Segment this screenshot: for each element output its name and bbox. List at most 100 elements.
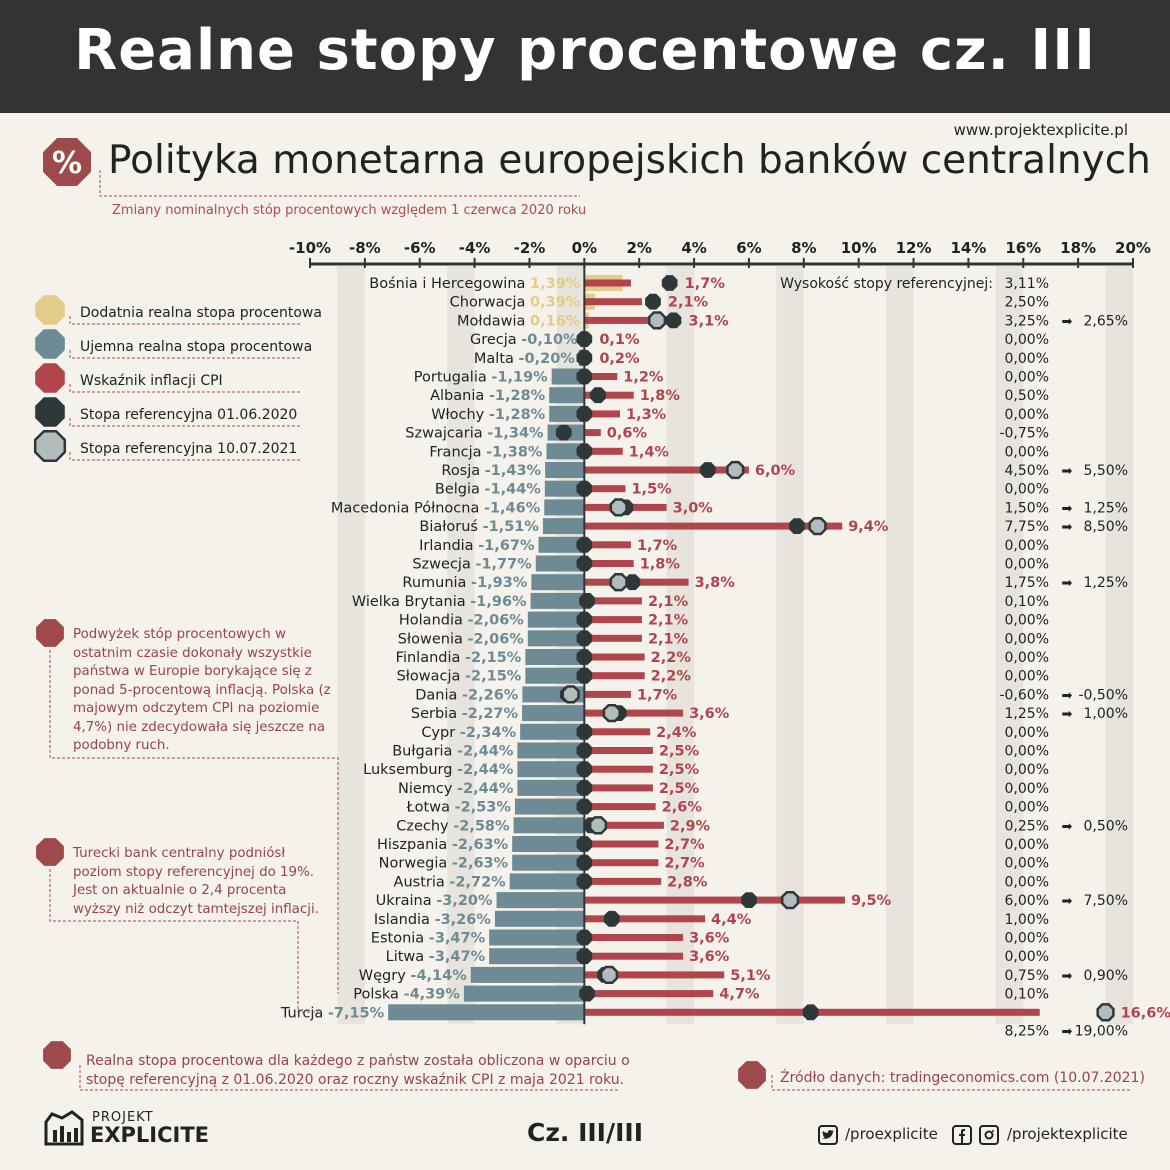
cpi-label: 4,4% — [711, 912, 752, 928]
cpi-label: 1,8% — [640, 388, 681, 404]
ref-rate-value: 0,00% — [1005, 725, 1049, 741]
logo-text-main: EXPLICITE — [90, 1123, 210, 1147]
real-rate-label: -2,72% — [449, 874, 506, 890]
row-label: Islandia -3,26% — [374, 912, 491, 928]
cpi-bar — [584, 840, 659, 848]
logo-text-top: PROJEKT — [92, 1110, 154, 1125]
row-label: Szwajcaria -1,34% — [405, 426, 544, 442]
real-rate-label: -2,15% — [465, 669, 522, 685]
real-rate-bar — [522, 705, 585, 722]
country-label: Polska — [353, 987, 403, 1003]
arrow-icon: ➡ — [1062, 1024, 1073, 1039]
cpi-label: 6,0% — [755, 463, 796, 479]
social-handle[interactable]: /projektexplicite — [1007, 1125, 1128, 1143]
ref-rate-value: 0,00% — [1005, 800, 1049, 816]
cpi-bar — [584, 896, 845, 904]
real-rate-bar — [517, 742, 585, 759]
ref-rate-value: 0,00% — [1005, 781, 1049, 797]
cpi-bar — [584, 634, 642, 642]
ref-rate-value: -0,60% — [999, 687, 1049, 703]
cpi-label: 3,6% — [689, 931, 730, 947]
cpi-bar — [584, 447, 623, 455]
row-label: Estonia -3,47% — [371, 931, 486, 947]
cpi-bar — [584, 541, 631, 549]
real-rate-bar — [517, 761, 585, 778]
arrow-icon: ➡ — [1062, 520, 1073, 535]
real-rate-label: 0,39% — [530, 295, 581, 311]
real-rate-bar — [463, 985, 585, 1002]
legend-underline — [69, 350, 300, 359]
facebook-icon[interactable] — [952, 1125, 972, 1145]
country-label: Portugalia — [414, 370, 492, 386]
real-rate-bar — [527, 611, 585, 628]
real-rate-bar — [535, 555, 585, 572]
ref-rate-new-value: 1,25% — [1084, 500, 1128, 516]
cpi-bar — [584, 560, 634, 567]
country-label: Szwecja — [412, 557, 475, 573]
cpi-bar — [584, 522, 843, 530]
cpi-bar — [584, 373, 618, 380]
real-rate-label: -1,77% — [475, 557, 532, 573]
cpi-label: 5,1% — [730, 968, 771, 984]
row-label: Szwecja -1,77% — [412, 557, 532, 573]
ref-rate-new-value: 2,65% — [1084, 313, 1128, 329]
cpi-label: 2,7% — [664, 856, 705, 872]
cpi-label: 1,5% — [631, 482, 672, 498]
row-label: Niemcy -2,44% — [398, 781, 514, 797]
cpi-bar — [584, 877, 662, 885]
row-label: Turcja -7,15% — [280, 1005, 385, 1021]
real-rate-bar — [517, 779, 585, 796]
real-rate-label: 1,39% — [530, 276, 581, 292]
country-label: Cypr — [421, 725, 459, 741]
row-label: Serbia -2,27% — [411, 706, 519, 722]
cpi-label: 9,4% — [848, 519, 889, 535]
real-rate-bar — [509, 873, 585, 890]
legend-rate-2020-label: Stopa referencyjna 01.06.2020 — [80, 407, 298, 423]
ref-rate-value: 0,00% — [1005, 613, 1049, 629]
legend-positive-label: Dodatnia realna stopa procentowa — [80, 305, 322, 321]
row-label: Węgry -4,14% — [359, 968, 467, 984]
note-hikes: Podwyżek stóp procentowych w ostatnim cz… — [73, 627, 331, 753]
real-rate-bar — [494, 910, 585, 927]
cpi-label: 2,2% — [651, 669, 692, 685]
note-turkey-icon — [36, 838, 64, 866]
cpi-label: 4,7% — [719, 987, 760, 1003]
row-label: Grecja -0,10% — [470, 332, 578, 348]
grid-band — [776, 266, 804, 1025]
x-tick-label: -10% — [289, 239, 331, 257]
country-label: Łotwa — [406, 800, 455, 816]
ref-rate-value: 7,75% — [1005, 519, 1049, 535]
real-rate-label: -2,44% — [457, 744, 514, 760]
real-rate-label: -1,43% — [485, 463, 542, 479]
ref-rate-value: 0,00% — [1005, 370, 1049, 386]
rate-2020-marker — [579, 593, 595, 609]
cpi-bar — [584, 279, 631, 287]
country-label: Chorwacja — [450, 295, 530, 311]
dark-octagon-icon — [35, 397, 65, 427]
rate-2020-marker — [741, 892, 757, 908]
real-rate-label: -3,26% — [435, 912, 492, 928]
cpi-bar — [584, 971, 725, 979]
instagram-icon[interactable] — [979, 1125, 999, 1145]
rate-2020-marker — [789, 518, 805, 534]
cpi-label: 1,7% — [637, 538, 678, 554]
percent-icon: % — [52, 146, 82, 181]
arrow-icon: ➡ — [1062, 819, 1073, 834]
website-url[interactable]: www.projektexplicite.pl — [953, 121, 1128, 139]
twitter-icon[interactable] — [818, 1125, 838, 1145]
real-rate-label: -1,93% — [471, 575, 528, 591]
cpi-bar — [584, 616, 642, 624]
rate-2021-marker — [1096, 1003, 1115, 1022]
country-label: Niemcy — [398, 781, 457, 797]
ref-rate-value: 0,00% — [1005, 650, 1049, 666]
cpi-bar — [584, 672, 645, 680]
real-rate-label: -2,06% — [467, 631, 524, 647]
real-rate-bar — [546, 443, 585, 460]
cpi-label: 2,1% — [648, 613, 689, 629]
note-hikes-connector — [49, 650, 339, 994]
cpi-label: 1,2% — [623, 370, 664, 386]
real-rate-label: -1,38% — [486, 444, 543, 460]
cpi-label: 1,4% — [629, 444, 670, 460]
twitter-handle[interactable]: /proexplicite — [845, 1125, 938, 1143]
real-rate-label: -1,19% — [491, 370, 548, 386]
